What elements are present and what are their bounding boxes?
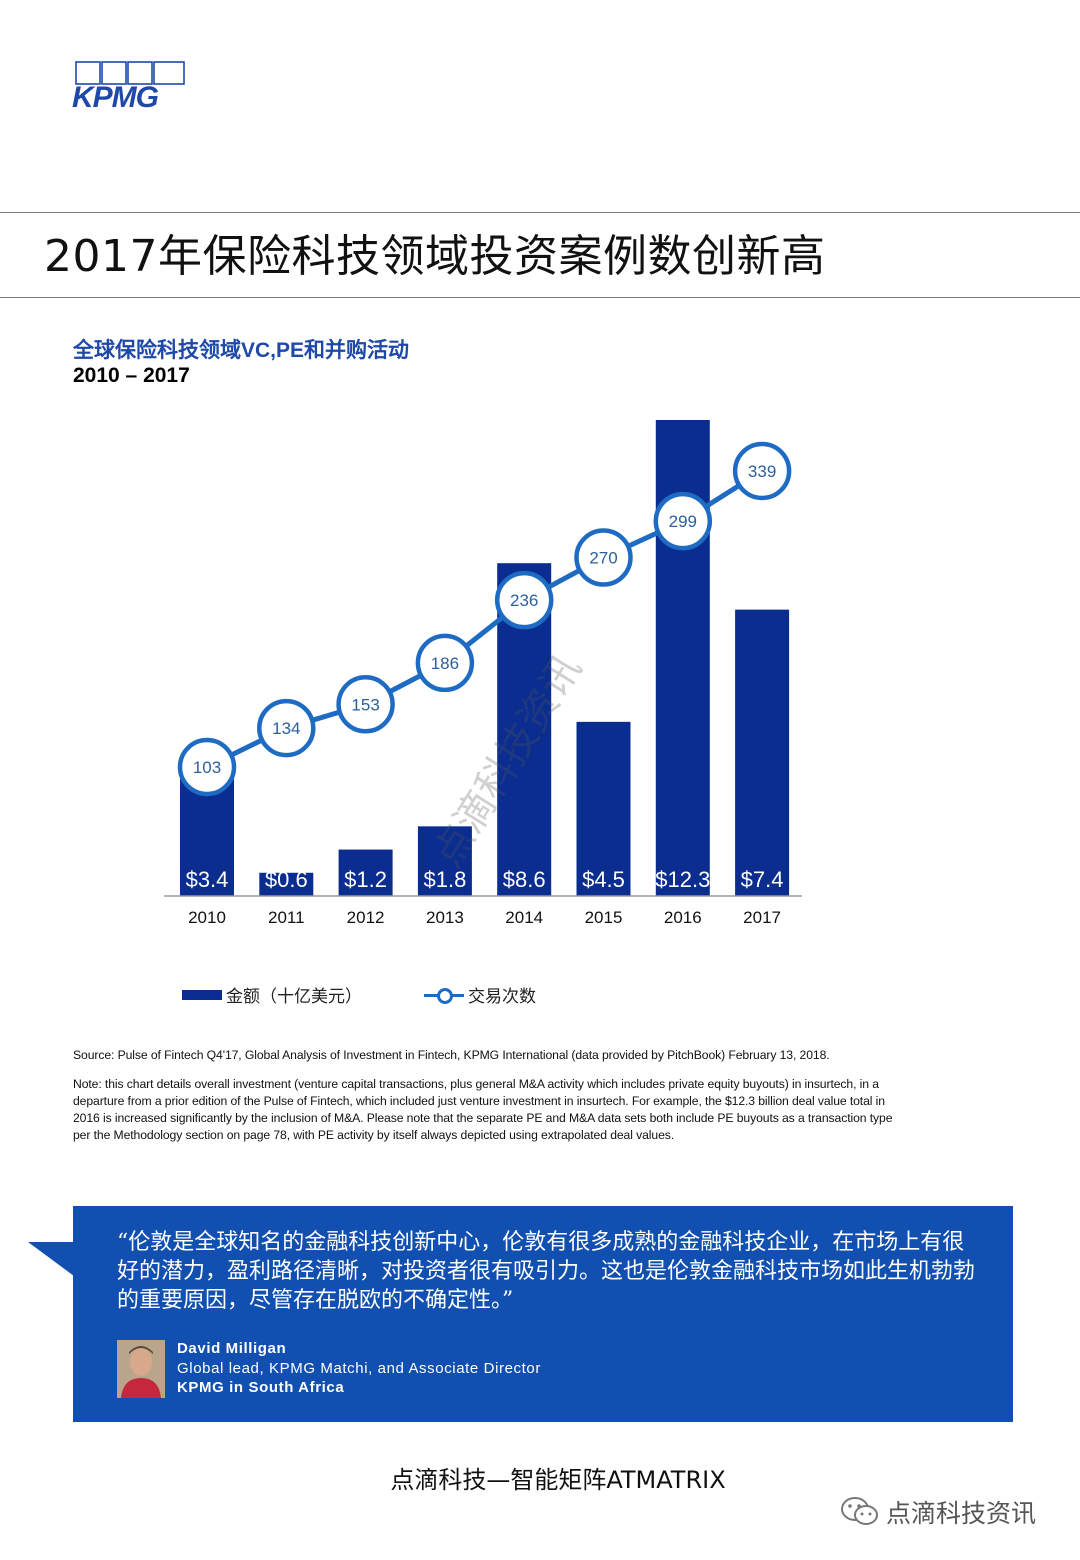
deal-count-label: 270 — [589, 549, 617, 568]
bar-value-label: $4.5 — [582, 867, 625, 892]
bar-2016 — [655, 420, 710, 896]
bar-2012 — [338, 849, 393, 896]
kpmg-logo: KPMG — [70, 60, 192, 112]
x-tick-label: 2014 — [505, 908, 543, 927]
chart-subtitle: 2010 – 2017 — [73, 364, 190, 387]
quote-pointer — [28, 1242, 74, 1276]
deal-count-label: 103 — [193, 758, 221, 777]
legend-bars: 金额（十亿美元） — [182, 982, 362, 1007]
deal-count-point — [494, 570, 554, 630]
legend-line: 交易次数 — [424, 982, 536, 1007]
bar-value-label: $0.6 — [265, 867, 308, 892]
legend-bar-swatch — [182, 989, 222, 1000]
deal-count-label: 236 — [510, 591, 538, 610]
title-divider — [0, 297, 1080, 298]
wechat-icon — [841, 1497, 878, 1525]
person-org: KPMG in South Africa — [177, 1379, 345, 1396]
deal-count-point — [257, 698, 316, 758]
page-title: 2017年保险科技领域投资案例数创新高 — [44, 231, 826, 282]
wechat-account-name: 点滴科技资讯 — [886, 1499, 1037, 1528]
note-line: 2016 is increased significantly by the i… — [73, 1111, 893, 1125]
deal-count-point — [177, 737, 237, 797]
bar-value-label: $7.4 — [741, 867, 784, 892]
x-tick-label: 2010 — [188, 908, 226, 927]
quote-box: “伦敦是全球知名的金融科技创新中心，伦敦有很多成熟的金融科技企业，在市场上有很好… — [73, 1206, 1013, 1422]
deal-count-label: 299 — [669, 512, 697, 531]
avatar — [117, 1340, 165, 1398]
deal-count-label: 186 — [431, 654, 459, 673]
x-tick-label: 2017 — [743, 908, 781, 927]
legend-line-swatch — [424, 987, 464, 1004]
logo-text: KPMG — [72, 81, 159, 112]
bar-2013 — [417, 826, 472, 896]
bar-value-label: $8.6 — [503, 867, 546, 892]
x-tick-label: 2011 — [268, 908, 305, 927]
x-tick-label: 2016 — [664, 908, 702, 927]
quote-text: “伦敦是全球知名的金融科技创新中心，伦敦有很多成熟的金融科技企业，在市场上有很好… — [117, 1230, 976, 1313]
deal-count-point — [732, 441, 792, 501]
bar-2015 — [576, 721, 631, 896]
x-tick-label: 2012 — [347, 908, 385, 927]
note-line: per the Methodology section on page 78, … — [73, 1128, 675, 1142]
bar-2011 — [259, 872, 314, 896]
legend-bars-label: 金额（十亿美元） — [226, 987, 362, 1007]
bar-value-label: $3.4 — [186, 867, 229, 892]
deal-count-point — [336, 675, 395, 734]
wechat-account[interactable]: 点滴科技资讯 — [840, 1494, 1036, 1530]
combo-chart: $3.4 $0.6 $1.2 $1.8 $8.6 $4.5 $12.3 $7.4 2010 201… — [164, 420, 802, 927]
footer-brand: 点滴科技—智能矩阵ATMATRIX — [390, 1466, 726, 1494]
legend-line-label: 交易次数 — [468, 987, 536, 1007]
deal-count-label: 153 — [351, 695, 379, 714]
bar-value-label: $1.2 — [344, 867, 387, 892]
chart-title: 全球保险科技领域VC,PE和并购活动 — [73, 339, 410, 362]
person-role: Global lead, KPMG Matchi, and Associate … — [177, 1360, 541, 1377]
source-note: Source: Pulse of Fintech Q4'17, Global A… — [73, 1048, 830, 1062]
note-line: Note: this chart details overall investm… — [73, 1077, 879, 1091]
x-tick-label: 2013 — [426, 908, 464, 927]
deal-count-label: 134 — [272, 719, 300, 738]
note-line: departure from a prior edition of the Pu… — [73, 1094, 885, 1108]
deal-count-point — [574, 528, 633, 587]
bar-value-label: $1.8 — [423, 867, 466, 892]
deal-count-point — [415, 633, 475, 693]
bar-2017 — [735, 609, 790, 896]
deal-count-label: 339 — [748, 462, 776, 481]
person-name: David Milligan — [177, 1340, 287, 1357]
deal-count-point — [653, 491, 713, 551]
x-tick-label: 2015 — [585, 908, 623, 927]
bar-value-label: $12.3 — [655, 867, 710, 892]
top-divider — [0, 212, 1080, 213]
methodology-note: Note: this chart details overall investm… — [73, 1076, 1003, 1144]
